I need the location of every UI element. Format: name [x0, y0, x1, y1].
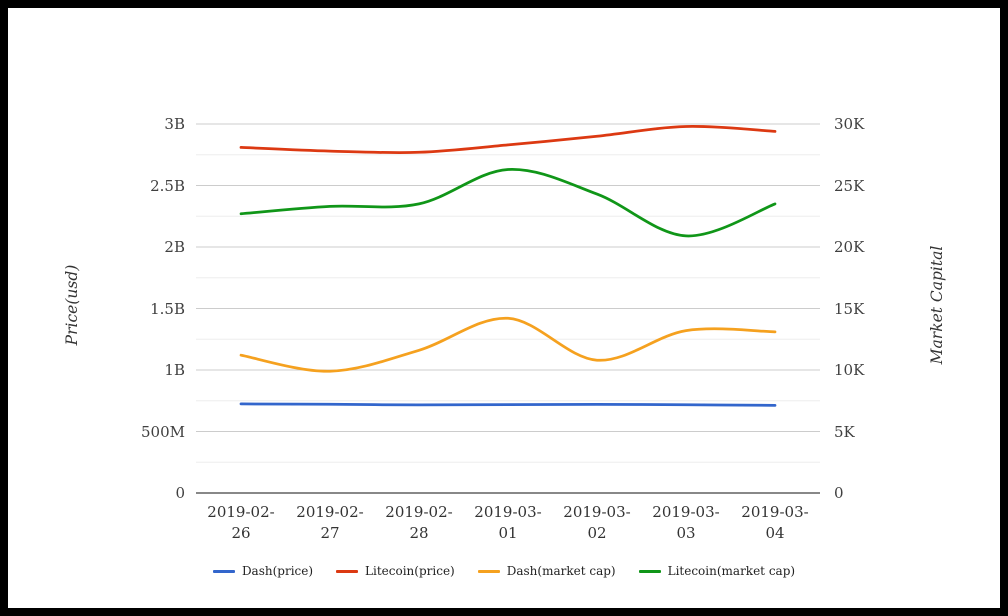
x-axis-tick-label: 2019-02- 27 — [296, 503, 364, 542]
series-line-litecoin-price-[interactable] — [239, 125, 777, 155]
x-axis-tick-label: 2019-03- 03 — [652, 503, 720, 542]
y-axis-tick-label: 0 — [175, 484, 185, 502]
y-axis-tick-label: 1B — [164, 361, 185, 379]
y2-axis-tick-label: 25K — [834, 176, 865, 195]
legend-item: Litecoin(price) — [336, 564, 455, 578]
x-axis-tick-label: 2019-03- 04 — [741, 503, 809, 542]
left-axis-title: Price(usd) — [63, 264, 81, 346]
chart-plot-area[interactable] — [196, 116, 820, 493]
x-axis-tick-label: 2019-03- 01 — [474, 503, 542, 542]
legend-line-icon — [477, 569, 500, 573]
y-axis-tick-label: 2B — [164, 238, 185, 256]
plot-svg — [196, 123, 820, 494]
legend-item: Dash(price) — [212, 564, 314, 578]
y2-axis-tick-label: 0 — [834, 484, 844, 502]
chart-canvas: Price(usd) Market Capital 0 500M 1B 1.5B 2B 2… — [8, 8, 1000, 608]
legend-label: Litecoin(price) — [365, 564, 455, 578]
y2-axis-tick-label: 15K — [834, 299, 865, 318]
legend-item: Dash(market cap) — [477, 564, 616, 578]
y-axis-tick-label: 1.5B — [150, 299, 185, 318]
legend-label: Dash(market cap) — [506, 564, 616, 578]
x-axis-tick-label: 2019-02- 28 — [385, 503, 453, 542]
y-axis-tick-label: 500M — [141, 422, 185, 441]
y2-axis-tick-label: 30K — [834, 115, 865, 133]
y-axis-tick-label: 2.5B — [150, 176, 185, 195]
series-line-litecoin-market-cap-[interactable] — [239, 168, 777, 238]
right-axis-title: Market Capital — [928, 245, 946, 365]
legend-label: Dash(price) — [241, 564, 314, 578]
legend-label: Litecoin(market cap) — [667, 564, 796, 578]
y2-axis-tick-label: 20K — [834, 238, 865, 256]
x-axis-tick-label: 2019-03- 02 — [563, 503, 631, 542]
legend-line-icon — [336, 569, 359, 573]
y2-axis-tick-label: 5K — [834, 422, 855, 441]
series-line-dash-price-[interactable] — [239, 402, 777, 407]
legend-item: Litecoin(market cap) — [638, 564, 796, 578]
legend-line-icon — [212, 569, 235, 573]
y-axis-tick-label: 3B — [164, 115, 185, 133]
legend-line-icon — [638, 569, 661, 573]
x-axis-tick-label: 2019-02- 26 — [207, 503, 275, 542]
legend: Dash(price) Litecoin(price) Dash(market ca… — [8, 564, 1000, 578]
y2-axis-tick-label: 10K — [834, 361, 865, 379]
series-line-dash-market-cap-[interactable] — [239, 316, 777, 373]
